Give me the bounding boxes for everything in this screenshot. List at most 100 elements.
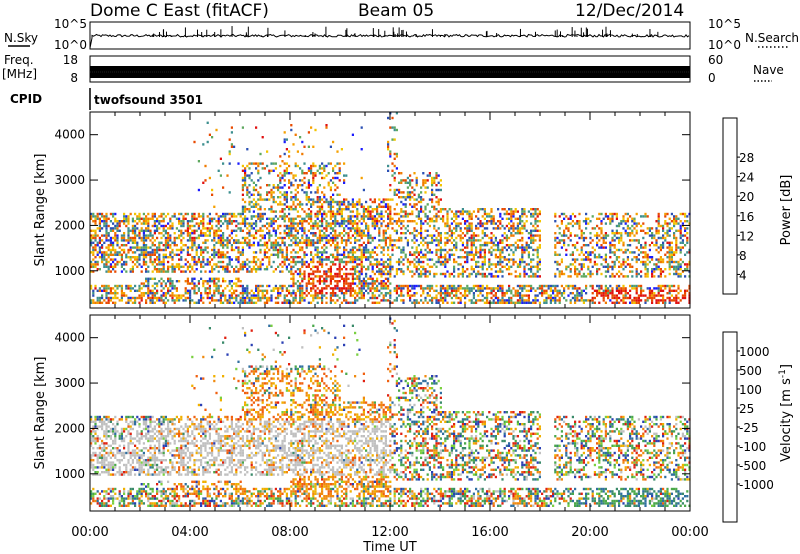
power-cell <box>200 246 203 249</box>
power-cell <box>347 301 350 304</box>
power-cell <box>406 212 409 216</box>
power-cell <box>345 256 348 259</box>
power-cell <box>244 224 247 228</box>
power-cell <box>109 244 112 247</box>
power-cell <box>167 265 170 268</box>
power-cell <box>538 210 541 213</box>
power-cell <box>420 186 423 189</box>
power-cell <box>107 248 110 252</box>
power-cell <box>525 241 528 244</box>
power-cell <box>226 227 229 230</box>
power-cell <box>217 265 220 268</box>
power-cell <box>281 210 284 213</box>
power-cell <box>437 174 440 177</box>
power-cell <box>107 234 110 237</box>
power-cell <box>367 248 370 252</box>
power-cell <box>288 172 291 175</box>
power-cell <box>145 277 148 280</box>
power-cell <box>316 210 319 213</box>
power-cell <box>235 239 238 242</box>
power-cell <box>151 263 154 266</box>
power-cell <box>252 301 255 304</box>
power-cell <box>384 277 387 280</box>
power-cell <box>400 289 403 292</box>
power-cell <box>490 222 493 225</box>
power-cell <box>369 198 372 201</box>
power-cell <box>162 224 165 228</box>
power-cell <box>301 289 304 292</box>
power-cell <box>303 272 306 276</box>
power-cell <box>237 239 240 242</box>
power-cell <box>604 258 607 261</box>
power-cell <box>345 244 348 247</box>
power-cell <box>292 301 295 304</box>
power-cell <box>521 208 524 211</box>
power-cell <box>552 299 555 302</box>
power-cell <box>378 301 381 304</box>
power-cell <box>389 270 392 273</box>
power-cell <box>565 234 568 237</box>
power-cell <box>402 210 405 213</box>
power-cell <box>290 294 293 297</box>
power-cell <box>600 292 603 295</box>
power-cell <box>420 265 423 268</box>
power-cell <box>371 284 374 288</box>
power-cell <box>402 294 405 297</box>
power-cell <box>481 224 484 228</box>
power-cell <box>420 275 423 278</box>
power-cell <box>351 282 354 285</box>
freq-label: Freq. <box>4 53 34 67</box>
nsky-panel: N.Sky 10^5 10^0 10^5 10^0 N.Search <box>4 17 799 52</box>
power-cell <box>314 222 317 225</box>
power-cell <box>301 236 304 240</box>
power-cell <box>246 287 249 290</box>
power-cell <box>290 244 293 247</box>
freq-tick-bottom: 8 <box>70 71 78 85</box>
power-cell <box>413 220 416 223</box>
power-cell <box>202 301 205 304</box>
power-cell <box>582 289 585 292</box>
power-cell <box>576 258 579 261</box>
power-cell <box>382 234 385 237</box>
power-cell <box>149 234 152 237</box>
power-cell <box>191 277 194 280</box>
power-cell <box>558 296 561 300</box>
power-cell <box>147 284 150 288</box>
power-cell <box>219 294 222 297</box>
power-cell <box>261 289 264 292</box>
power-cell <box>197 234 200 237</box>
power-cell <box>259 289 262 292</box>
power-cell <box>402 203 405 206</box>
power-cell <box>323 169 326 172</box>
power-cell <box>316 268 319 271</box>
power-cell <box>382 280 385 283</box>
power-cell <box>360 222 363 225</box>
power-cell <box>202 232 205 235</box>
power-cell <box>255 184 258 187</box>
power-cell <box>457 224 460 228</box>
power-cell <box>228 294 231 297</box>
power-cell <box>600 220 603 223</box>
power-cell <box>116 224 119 228</box>
power-cell <box>356 248 359 252</box>
power-cell <box>569 270 572 273</box>
power-cell <box>351 253 354 256</box>
power-cell <box>382 270 385 273</box>
power-cell <box>178 234 181 237</box>
power-cell <box>274 234 277 237</box>
power-cell <box>123 232 126 235</box>
power-cell <box>208 222 211 225</box>
power-cell <box>200 215 203 218</box>
power-cell <box>356 239 359 242</box>
power-cell <box>446 289 449 292</box>
power-cell <box>393 239 396 242</box>
power-cell <box>486 241 489 244</box>
power-cell <box>200 260 203 264</box>
power-cell <box>211 299 214 302</box>
power-cell <box>129 229 132 232</box>
power-cell <box>186 277 189 280</box>
power-cell <box>338 193 341 196</box>
power-cell <box>558 232 561 235</box>
power-cell <box>437 200 440 204</box>
power-cell <box>318 256 321 259</box>
